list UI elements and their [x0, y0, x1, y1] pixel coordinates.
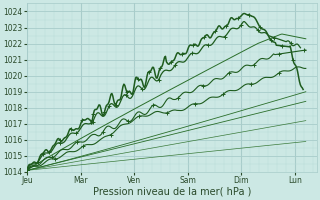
X-axis label: Pression niveau de la mer( hPa ): Pression niveau de la mer( hPa ): [92, 187, 251, 197]
